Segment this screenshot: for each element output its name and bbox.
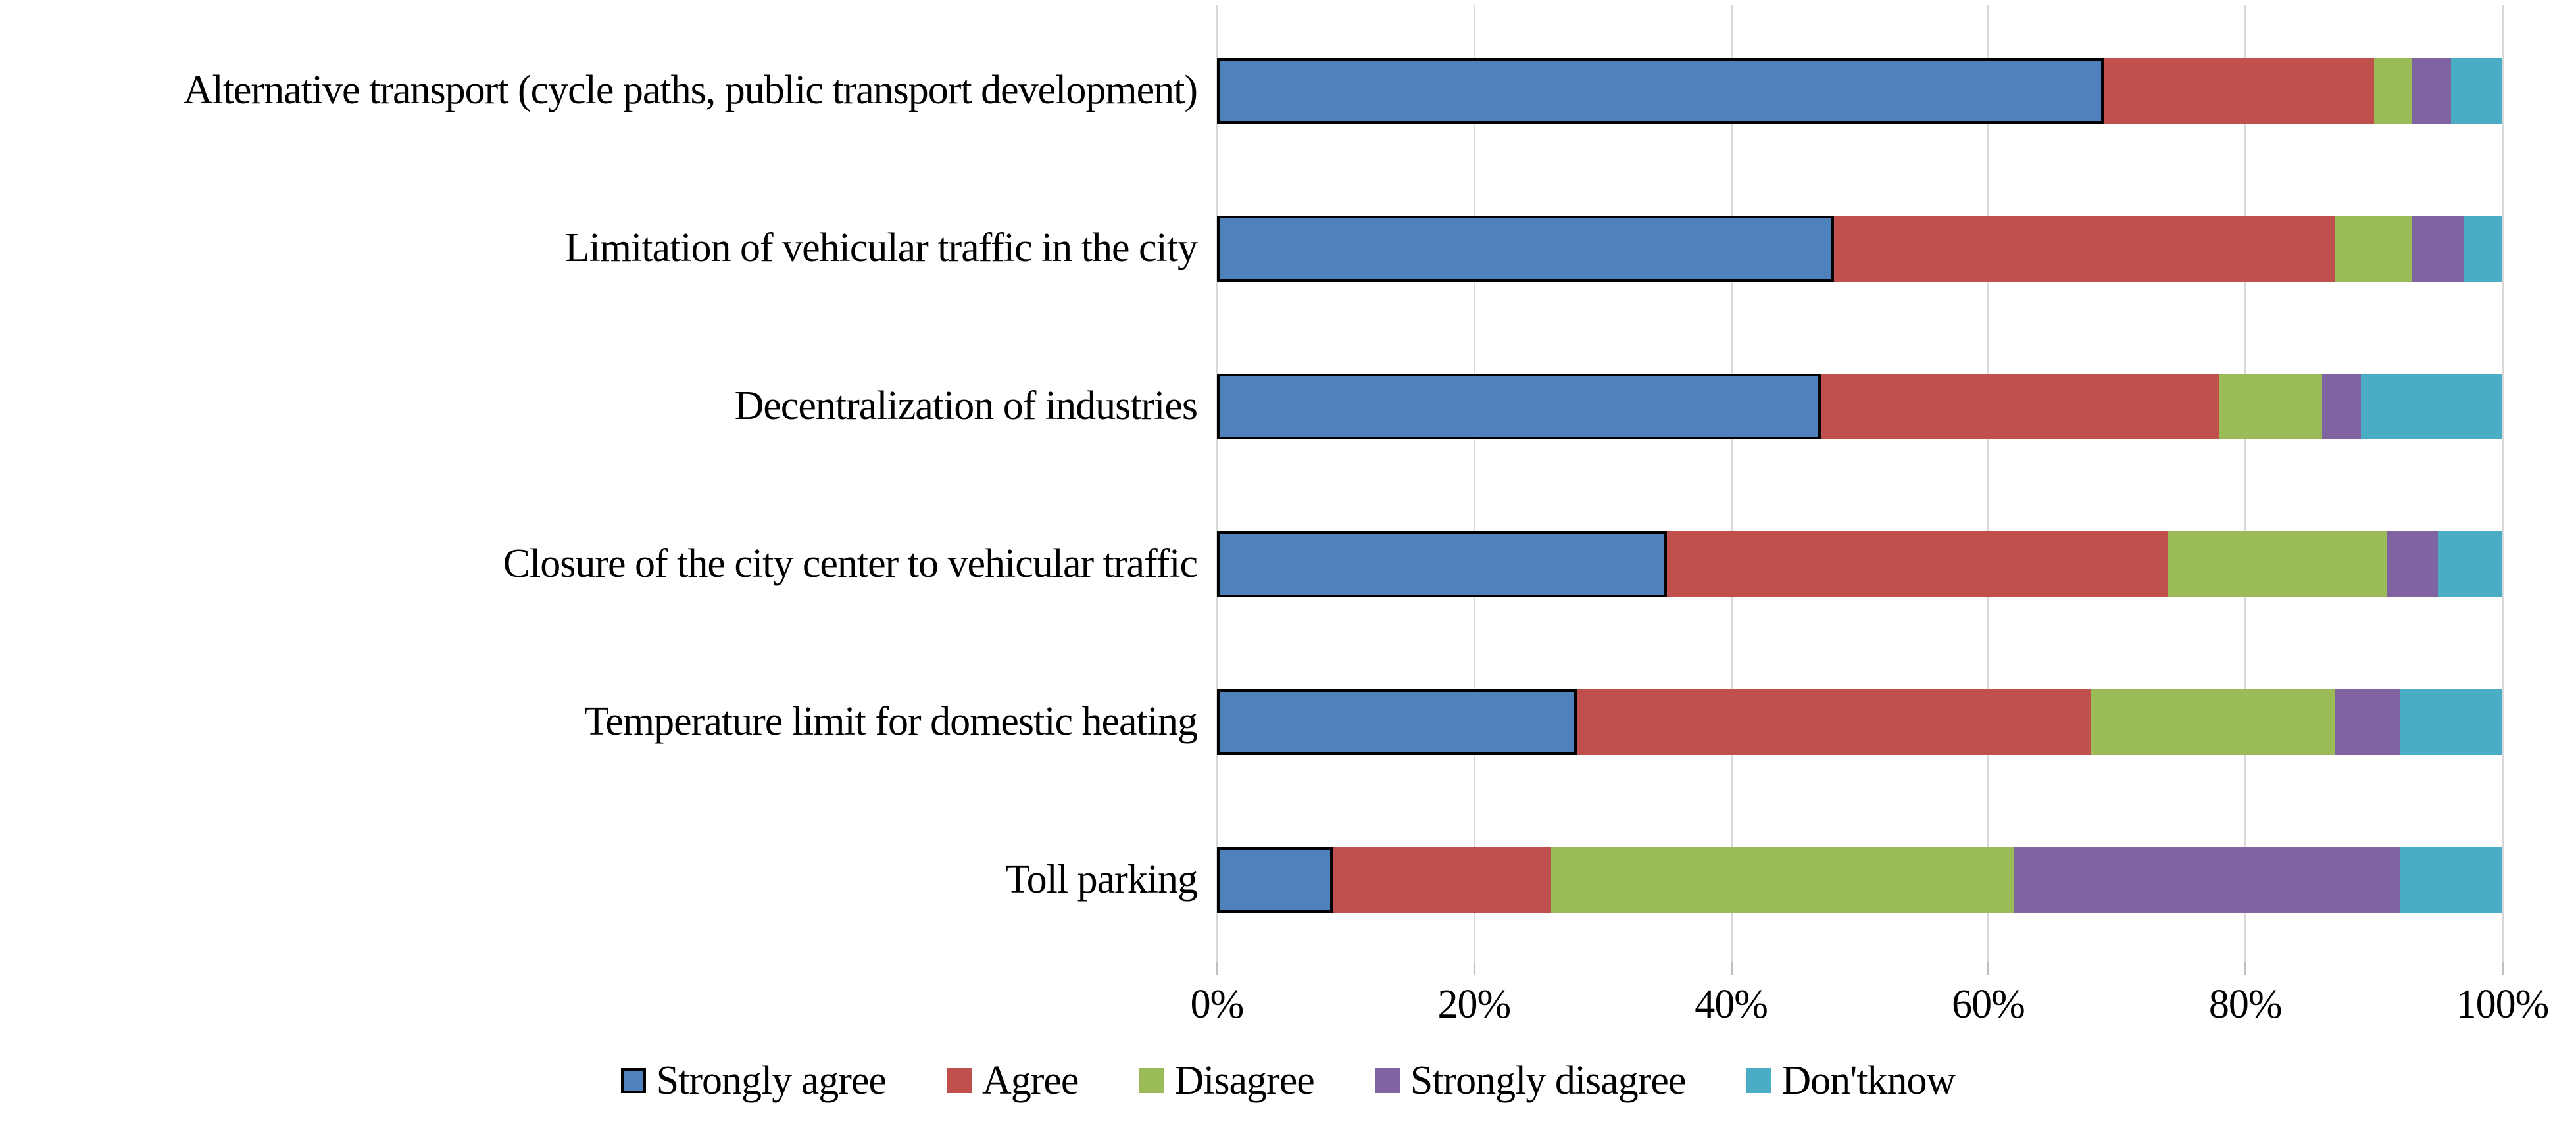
legend-label: Don'tknow <box>1781 1058 1956 1103</box>
legend-swatch-agree <box>946 1068 972 1093</box>
legend-label: Agree <box>981 1058 1079 1103</box>
bar-segment-agree <box>1666 531 2168 597</box>
bar-row <box>1217 531 2502 597</box>
gridline-80 <box>2244 5 2247 962</box>
category-label: Alternative transport (cycle paths, publ… <box>183 68 1198 113</box>
bar-segment-don-tknow <box>2361 374 2502 439</box>
legend-item-agree: Agree <box>946 1058 1079 1104</box>
bar-segment-strongly-agree <box>1217 531 1667 597</box>
bar-segment-strongly-agree <box>1217 847 1333 913</box>
legend-label: Disagree <box>1174 1058 1314 1103</box>
bar-segment-disagree <box>2167 531 2387 597</box>
legend-swatch-disagree <box>1139 1068 1164 1093</box>
bar-segment-don-tknow <box>2438 531 2502 597</box>
x-axis-ticks <box>1216 962 2504 976</box>
bar-segment-strongly-disagree <box>2335 689 2400 755</box>
category-label: Toll parking <box>1005 857 1198 902</box>
bar-segment-strongly-agree <box>1217 689 1577 755</box>
bar-segment-strongly-agree <box>1217 216 1834 282</box>
gridline-100 <box>2502 5 2504 962</box>
bar-segment-don-tknow <box>2399 689 2502 755</box>
legend-item-strongly-agree: Strongly agree <box>620 1058 887 1104</box>
axis-tick-40 <box>1730 962 1733 975</box>
category-axis: Alternative transport (cycle paths, publ… <box>13 5 1198 962</box>
legend-label: Strongly disagree <box>1410 1058 1687 1103</box>
bar-row <box>1217 374 2502 439</box>
legend-swatch-strongly-agree <box>620 1068 646 1093</box>
legend-item-don-tknow: Don'tknow <box>1746 1058 1956 1104</box>
category-label: Decentralization of industries <box>734 383 1198 429</box>
bar-segment-disagree <box>1551 847 2014 913</box>
category-label: Limitation of vehicular traffic in the c… <box>564 226 1198 271</box>
legend-swatch-strongly-disagree <box>1374 1068 1400 1093</box>
legend-swatch-don-tknow <box>1746 1068 1771 1093</box>
axis-tick-label: 20% <box>1437 982 1511 1027</box>
category-label: Closure of the city center to vehicular … <box>503 541 1198 587</box>
axis-tick-60 <box>1987 962 1990 975</box>
category-label: Temperature limit for domestic heating <box>583 699 1198 745</box>
axis-tick-100 <box>2502 962 2504 975</box>
x-axis-labels: 0% 20% 40% 60% 80% 100% <box>1191 981 2550 1034</box>
bar-segment-don-tknow <box>2450 58 2502 124</box>
bar-segment-don-tknow <box>2464 216 2502 282</box>
bar-segment-agree <box>2104 58 2374 124</box>
bar-segment-disagree <box>2373 58 2413 124</box>
bar-segment-agree <box>1332 847 1552 913</box>
bar-segment-disagree <box>2335 216 2413 282</box>
bar-segment-agree <box>1833 216 2335 282</box>
gridline-40 <box>1730 5 1733 962</box>
bar-segment-strongly-agree <box>1217 374 1821 439</box>
bar-segment-agree <box>1577 689 2091 755</box>
bar-segment-don-tknow <box>2399 847 2502 913</box>
axis-tick-label: 0% <box>1190 982 1245 1027</box>
axis-tick-label: 60% <box>1952 982 2025 1027</box>
bar-segment-strongly-disagree <box>2014 847 2400 913</box>
gridline-60 <box>1987 5 1990 962</box>
bar-segment-disagree <box>2091 689 2335 755</box>
axis-tick-80 <box>2244 962 2247 975</box>
legend-item-strongly-disagree: Strongly disagree <box>1374 1058 1687 1104</box>
bar-segment-strongly-disagree <box>2412 58 2451 124</box>
bar-segment-disagree <box>2219 374 2323 439</box>
axis-tick-20 <box>1473 962 1475 975</box>
bar-segment-strongly-disagree <box>2322 374 2362 439</box>
axis-tick-label: 100% <box>2456 982 2550 1027</box>
axis-tick-0 <box>1216 962 1218 975</box>
legend-label: Strongly agree <box>656 1058 887 1103</box>
bar-segment-strongly-agree <box>1217 58 2104 124</box>
plot-area <box>1216 5 2504 962</box>
gridline-0 <box>1216 5 1218 962</box>
bar-row <box>1217 847 2502 913</box>
axis-tick-label: 40% <box>1695 982 1768 1027</box>
bar-row <box>1217 58 2502 124</box>
bar-row <box>1217 216 2502 282</box>
axis-tick-label: 80% <box>2208 982 2283 1027</box>
gridline-20 <box>1473 5 1475 962</box>
bar-segment-strongly-disagree <box>2387 531 2439 597</box>
bar-row <box>1217 689 2502 755</box>
bar-segment-strongly-disagree <box>2412 216 2464 282</box>
chart-legend: Strongly agree Agree Disagree Strongly disa… <box>0 1051 2576 1110</box>
bar-segment-agree <box>1821 374 2220 439</box>
legend-item-disagree: Disagree <box>1139 1058 1315 1104</box>
